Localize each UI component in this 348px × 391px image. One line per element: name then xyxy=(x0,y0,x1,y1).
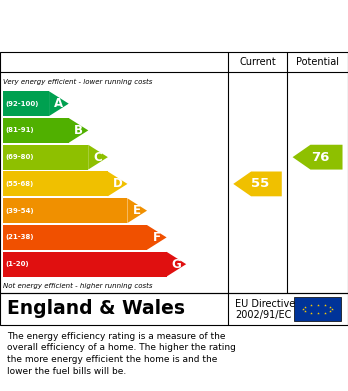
Text: E: E xyxy=(133,204,141,217)
Text: 55: 55 xyxy=(251,178,269,190)
Polygon shape xyxy=(49,91,69,116)
Polygon shape xyxy=(167,252,186,276)
Text: (55-68): (55-68) xyxy=(5,181,33,187)
Text: (1-20): (1-20) xyxy=(5,261,29,267)
Text: Current: Current xyxy=(239,57,276,67)
Text: (81-91): (81-91) xyxy=(5,127,34,133)
Text: (92-100): (92-100) xyxy=(5,100,39,107)
Text: A: A xyxy=(54,97,63,110)
Bar xyxy=(294,297,341,321)
Bar xyxy=(3,252,167,276)
Polygon shape xyxy=(233,172,282,196)
Text: F: F xyxy=(153,231,161,244)
Polygon shape xyxy=(69,118,88,143)
Text: (69-80): (69-80) xyxy=(5,154,34,160)
Text: England & Wales: England & Wales xyxy=(7,300,185,318)
Text: 76: 76 xyxy=(311,151,330,164)
Text: (21-38): (21-38) xyxy=(5,235,34,240)
Bar xyxy=(3,225,147,250)
Text: EU Directive: EU Directive xyxy=(235,299,295,309)
Text: The energy efficiency rating is a measure of the
overall efficiency of a home. T: The energy efficiency rating is a measur… xyxy=(7,332,236,376)
Text: Energy Efficiency Rating: Energy Efficiency Rating xyxy=(10,18,220,33)
Text: B: B xyxy=(74,124,83,137)
Text: Potential: Potential xyxy=(296,57,339,67)
Text: C: C xyxy=(94,151,102,164)
Text: (39-54): (39-54) xyxy=(5,208,34,213)
Bar xyxy=(3,118,69,143)
Polygon shape xyxy=(88,145,108,170)
Bar xyxy=(3,172,108,196)
Text: 2002/91/EC: 2002/91/EC xyxy=(235,310,291,319)
Polygon shape xyxy=(127,198,147,223)
Bar xyxy=(3,198,127,223)
Text: Not energy efficient - higher running costs: Not energy efficient - higher running co… xyxy=(3,283,153,289)
Bar xyxy=(3,91,49,116)
Polygon shape xyxy=(108,172,127,196)
Polygon shape xyxy=(293,145,342,170)
Text: Very energy efficient - lower running costs: Very energy efficient - lower running co… xyxy=(3,79,153,85)
Bar xyxy=(3,145,88,170)
Text: D: D xyxy=(113,178,122,190)
Polygon shape xyxy=(147,225,167,250)
Text: G: G xyxy=(172,258,181,271)
